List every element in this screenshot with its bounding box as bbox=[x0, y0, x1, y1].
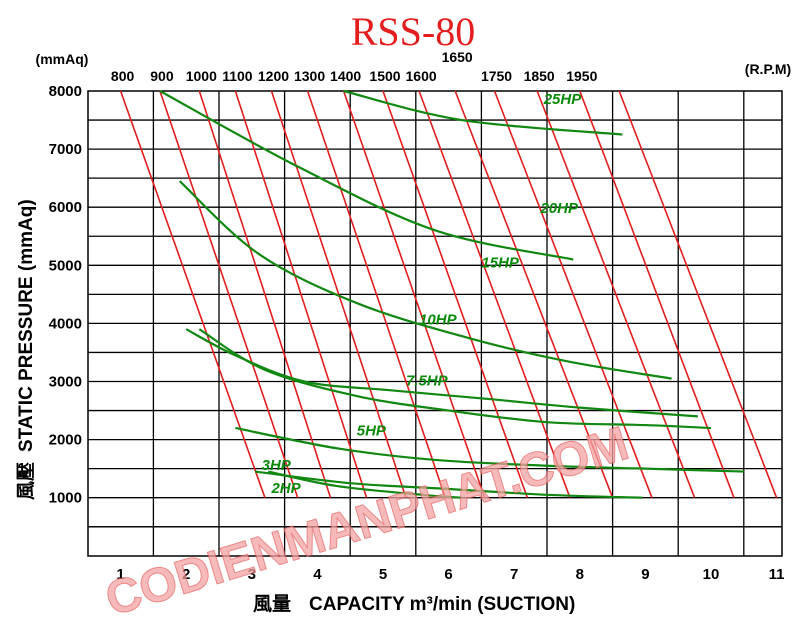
power-label: 20HP bbox=[539, 200, 579, 217]
rpm-label: 1750 bbox=[481, 68, 512, 84]
y-tick-label: 1000 bbox=[49, 490, 82, 507]
y-tick-label: 4000 bbox=[49, 315, 82, 332]
rpm-label: 1300 bbox=[294, 68, 325, 84]
x-tick-labels: 1 2 3 4 5 6 7 8 9 10 11 bbox=[116, 566, 784, 583]
rpm-lines bbox=[119, 90, 778, 498]
power-label: 15HP bbox=[481, 255, 520, 272]
y-tick-label: 2000 bbox=[49, 432, 82, 449]
power-curve-25hp bbox=[343, 89, 623, 136]
rpm-label: 1400 bbox=[330, 68, 361, 84]
x-tick-label: 7 bbox=[510, 566, 518, 583]
y-tick-label: 7000 bbox=[49, 141, 82, 158]
rpm-label: 1100 bbox=[222, 68, 253, 84]
rpm-label: 1000 bbox=[186, 68, 217, 84]
rpm-line-1950 bbox=[579, 90, 735, 498]
rpm-line-1000 bbox=[198, 90, 332, 498]
y-tick-label: 5000 bbox=[49, 257, 82, 274]
power-label: 25HP bbox=[543, 91, 583, 108]
power-curve-3hp bbox=[254, 470, 643, 499]
rpm-label: 1600 bbox=[406, 68, 437, 84]
power-curves bbox=[159, 89, 744, 499]
y-unit-label: (mmAq) bbox=[36, 51, 89, 67]
rpm-line-1400 bbox=[342, 90, 486, 498]
rpm-label: 900 bbox=[150, 68, 174, 84]
x-tick-label: 6 bbox=[444, 566, 452, 583]
rpm-label: 800 bbox=[111, 68, 135, 84]
x-axis-title-text: CAPACITY m³/min (SUCTION) bbox=[309, 594, 575, 615]
power-label: 2HP bbox=[270, 480, 301, 497]
y-axis-title-cjk: 風壓 bbox=[15, 462, 37, 500]
x-tick-label: 10 bbox=[703, 566, 720, 583]
rpm-labels: 800 900 1000 1100 1200 1300 1400 1500 1600 1650 17… bbox=[111, 49, 598, 84]
rpm-line-900 bbox=[159, 90, 299, 498]
power-curve-2hp bbox=[267, 470, 462, 499]
rpm-label: 1200 bbox=[258, 68, 289, 84]
chart-title: RSS-80 bbox=[351, 9, 476, 54]
x-tick-label: 11 bbox=[769, 566, 785, 583]
y-tick-label: 6000 bbox=[49, 199, 82, 216]
power-curve-10hp bbox=[185, 328, 698, 418]
x-axis-title-cjk: 風量 bbox=[253, 593, 291, 615]
x-tick-label: 9 bbox=[641, 566, 649, 583]
rpm-line-1750 bbox=[493, 90, 653, 498]
x-tick-label: 3 bbox=[248, 566, 256, 583]
rpm-line-1500 bbox=[382, 90, 529, 498]
rpm-unit-label: (R.P.M) bbox=[745, 61, 791, 77]
rpm-label: 1950 bbox=[566, 68, 597, 84]
x-tick-label: 2 bbox=[182, 566, 190, 583]
y-tick-label: 8000 bbox=[49, 83, 82, 100]
power-curve-15hp bbox=[178, 180, 672, 380]
rpm-line-1850 bbox=[536, 90, 696, 498]
rpm-label: 1500 bbox=[369, 68, 400, 84]
y-tick-label: 3000 bbox=[49, 374, 82, 391]
rpm-line-1100 bbox=[234, 90, 368, 498]
x-axis-title: 風量 CAPACITY m³/min (SUCTION) bbox=[253, 593, 575, 615]
x-tick-label: 4 bbox=[313, 566, 322, 583]
y-axis-title-text: STATIC PRESSURE (mmAq) bbox=[16, 199, 37, 452]
grid bbox=[88, 91, 782, 556]
rpm-line-1600 bbox=[418, 90, 571, 498]
x-tick-label: 8 bbox=[576, 566, 584, 583]
power-curve-7-5hp bbox=[198, 328, 712, 430]
power-labels: 2HP 3HP 5HP 7.5HP 10HP 15HP 20HP 25HP bbox=[262, 91, 583, 497]
x-tick-label: 1 bbox=[116, 566, 124, 583]
power-label: 5HP bbox=[357, 423, 387, 440]
rpm-line-1650 bbox=[454, 90, 614, 498]
power-label: 7.5HP bbox=[406, 373, 449, 390]
x-tick-label: 5 bbox=[379, 566, 387, 583]
rpm-label: 1650 bbox=[442, 49, 473, 65]
rpm-label: 1850 bbox=[524, 68, 555, 84]
y-tick-labels: 1000 2000 3000 4000 5000 6000 7000 8000 bbox=[49, 83, 82, 507]
power-label: 10HP bbox=[419, 312, 458, 329]
rpm-line-1300 bbox=[306, 90, 447, 498]
rpm-line bbox=[618, 90, 778, 498]
y-axis-title: 風壓 STATIC PRESSURE (mmAq) bbox=[15, 199, 37, 500]
power-curve-5hp bbox=[235, 426, 744, 473]
rpm-line-1200 bbox=[270, 90, 407, 498]
power-label: 3HP bbox=[262, 457, 292, 474]
power-curve-20hp bbox=[159, 90, 574, 261]
